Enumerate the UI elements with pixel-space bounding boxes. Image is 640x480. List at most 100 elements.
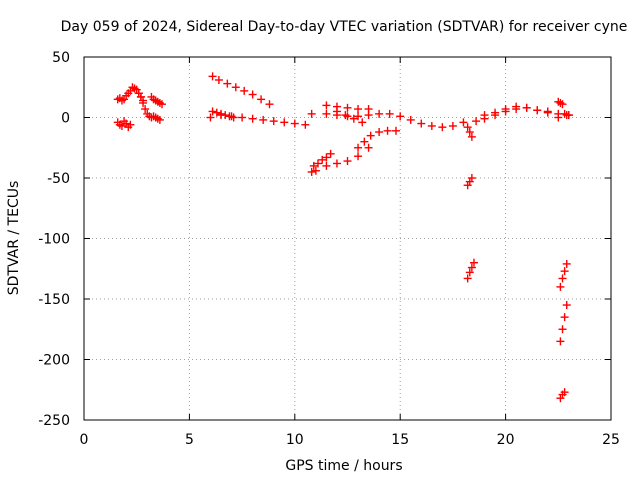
data-point bbox=[225, 112, 234, 121]
data-point bbox=[214, 75, 223, 84]
data-point bbox=[326, 149, 335, 158]
series-track-21 bbox=[556, 388, 569, 403]
series-track-5 bbox=[208, 72, 274, 109]
data-point bbox=[465, 268, 474, 277]
y-tick-label: -150 bbox=[38, 292, 70, 308]
data-point bbox=[301, 120, 310, 129]
ticks-layer bbox=[83, 56, 612, 421]
data-point bbox=[558, 325, 567, 334]
data-point bbox=[364, 143, 373, 152]
x-tick-label: 10 bbox=[286, 432, 304, 448]
series-track-4 bbox=[147, 92, 166, 109]
y-tick-label: -250 bbox=[38, 413, 70, 429]
series-track-20 bbox=[556, 301, 571, 346]
data-point bbox=[257, 95, 266, 104]
data-point bbox=[558, 100, 567, 109]
data-point bbox=[556, 337, 565, 346]
series-track-13 bbox=[332, 107, 367, 127]
data-point bbox=[375, 128, 384, 137]
data-point bbox=[512, 102, 521, 111]
data-point bbox=[375, 109, 384, 118]
data-point bbox=[463, 274, 472, 283]
data-point bbox=[467, 263, 476, 272]
series-track-7 bbox=[208, 107, 238, 122]
data-point bbox=[248, 90, 257, 99]
x-tick-label: 0 bbox=[80, 432, 89, 448]
data-point bbox=[560, 267, 569, 276]
data-point bbox=[341, 111, 350, 120]
data-point bbox=[472, 117, 481, 126]
data-point bbox=[318, 155, 327, 164]
series-track-15 bbox=[463, 174, 476, 190]
data-point bbox=[533, 106, 542, 115]
data-point bbox=[238, 113, 247, 122]
data-point bbox=[564, 111, 573, 120]
data-point bbox=[269, 117, 278, 126]
data-point bbox=[364, 105, 373, 114]
data-point bbox=[208, 72, 217, 81]
data-point bbox=[385, 109, 394, 118]
series-track-10 bbox=[354, 126, 400, 152]
data-point bbox=[136, 92, 145, 101]
series-track-14 bbox=[463, 123, 476, 141]
data-point bbox=[448, 121, 457, 130]
data-point bbox=[259, 115, 268, 124]
x-tick-label: 5 bbox=[185, 432, 194, 448]
series-track-9 bbox=[309, 149, 335, 170]
data-point bbox=[354, 152, 363, 161]
data-point bbox=[417, 119, 426, 128]
data-point bbox=[322, 101, 331, 110]
data-point bbox=[360, 137, 369, 146]
series-track-19 bbox=[556, 259, 571, 291]
series-track-2 bbox=[113, 117, 135, 132]
data-point bbox=[343, 103, 352, 112]
data-point bbox=[322, 161, 331, 170]
data-point bbox=[383, 126, 392, 135]
data-point bbox=[562, 301, 571, 310]
data-point bbox=[396, 112, 405, 121]
x-tick-label: 20 bbox=[497, 432, 515, 448]
y-tick-label: -200 bbox=[38, 353, 70, 369]
data-point bbox=[313, 159, 322, 168]
data-point bbox=[307, 109, 316, 118]
series-track-3 bbox=[134, 89, 164, 124]
data-point bbox=[117, 121, 126, 130]
data-point bbox=[223, 79, 232, 88]
data-point bbox=[463, 123, 472, 132]
data-point bbox=[139, 98, 148, 107]
data-point bbox=[309, 161, 318, 170]
data-point bbox=[562, 259, 571, 268]
series-track-23 bbox=[560, 109, 573, 120]
y-tick-label: -100 bbox=[38, 232, 70, 248]
data-point bbox=[217, 109, 226, 118]
data-point bbox=[491, 108, 500, 117]
data-point bbox=[467, 174, 476, 182]
data-point bbox=[212, 108, 221, 117]
data-point bbox=[467, 132, 476, 141]
data-point bbox=[155, 115, 164, 124]
y-tick-label: 0 bbox=[61, 111, 70, 127]
y-axis-label: SDTVAR / TECUs bbox=[6, 181, 22, 296]
data-point bbox=[229, 113, 238, 122]
data-point bbox=[406, 115, 415, 124]
labels-layer: 0 5 10 15 20 25 -250 -200 -150 -100 -50 0 50 bbox=[38, 50, 620, 448]
data-point bbox=[554, 113, 563, 122]
data-point bbox=[231, 83, 240, 92]
data-point bbox=[280, 118, 289, 127]
data-point bbox=[332, 107, 341, 116]
data-point bbox=[322, 109, 331, 118]
data-point bbox=[208, 107, 217, 116]
data-point bbox=[354, 105, 363, 114]
x-tick-label: 15 bbox=[391, 432, 409, 448]
data-point bbox=[240, 86, 249, 95]
data-point bbox=[480, 111, 489, 120]
data-point bbox=[469, 258, 478, 267]
y-tick-label: -50 bbox=[47, 171, 70, 187]
data-point bbox=[206, 113, 215, 122]
data-point bbox=[332, 159, 341, 168]
data-point bbox=[322, 153, 331, 162]
series-track-8 bbox=[307, 143, 373, 176]
data-point bbox=[265, 100, 274, 109]
